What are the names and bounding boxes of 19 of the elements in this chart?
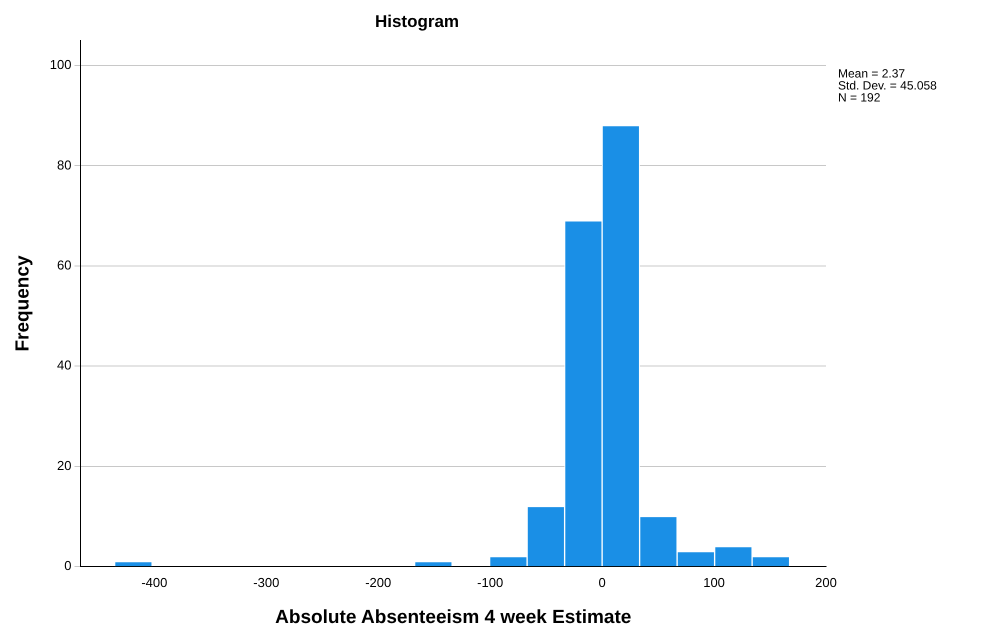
- x-tick-label: -300: [253, 574, 280, 590]
- y-axis-title: Frequency: [12, 255, 34, 352]
- text: N = 192: [838, 90, 881, 105]
- x-axis-title: Absolute Absenteeism 4 week Estimate: [275, 606, 632, 628]
- chart-title: Histogram: [374, 12, 460, 31]
- text: Mean = 2.37: [838, 66, 906, 81]
- y-tick-label: 0: [64, 558, 72, 574]
- text: Std. Dev. = 45.058: [838, 78, 938, 93]
- y-tick-label: 60: [57, 257, 72, 272]
- x-tick-label: -100: [477, 574, 504, 590]
- y-tick-label: 20: [57, 458, 72, 473]
- x-tick-label: 200: [815, 574, 837, 590]
- x-tick-label: -200: [365, 574, 392, 590]
- y-tick-label: 100: [50, 57, 72, 72]
- y-tick-label: 40: [57, 358, 72, 373]
- x-tick-label: 0: [598, 574, 606, 590]
- x-tick-label: 100: [703, 574, 725, 590]
- x-tick-label: -400: [141, 574, 168, 590]
- y-tick-label: 80: [57, 157, 72, 172]
